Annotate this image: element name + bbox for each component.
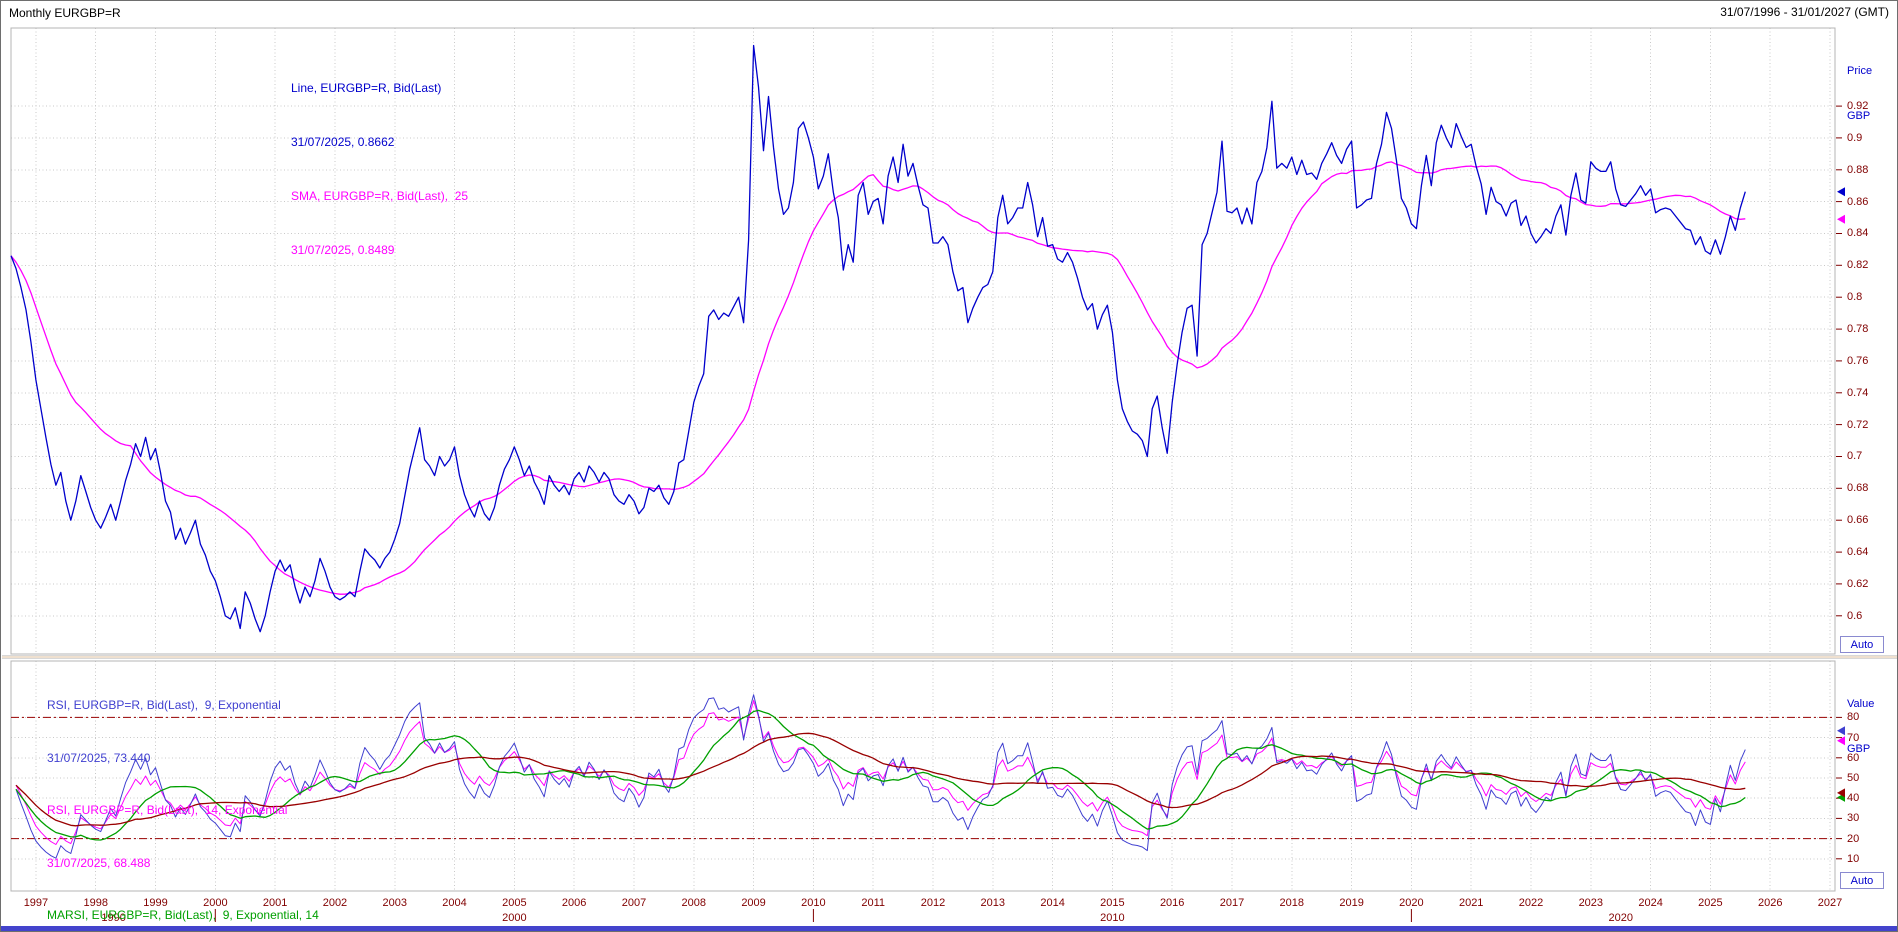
legend-sma-label: SMA, EURGBP=R, Bid(Last), 25: [291, 189, 469, 203]
legend-price-line-label: Line, EURGBP=R, Bid(Last): [291, 81, 442, 95]
price-axis-title: Price GBP: [1847, 34, 1872, 154]
value-axis-auto-button[interactable]: Auto: [1840, 872, 1884, 889]
main-pane-legend: Line, EURGBP=R, Bid(Last) 31/07/2025, 0.…: [291, 43, 468, 295]
rsi-pane-legend: RSI, EURGBP=R, Bid(Last), 9, Exponential…: [47, 662, 325, 931]
legend-rsi14-value: 31/07/2025, 68.488: [47, 855, 151, 870]
legend-rsi9-label: RSI, EURGBP=R, Bid(Last), 9, Exponential: [47, 698, 281, 712]
footer-bar: [1, 926, 1897, 931]
price-axis-auto-button[interactable]: Auto: [1840, 636, 1884, 653]
rsi-pane-border: [10, 660, 1836, 892]
marsi9-line: [15, 709, 1746, 841]
price-pane-border: [10, 27, 1836, 655]
legend-marsi9-label: MARSI, EURGBP=R, Bid(Last), 9, Exponenti…: [47, 908, 319, 922]
legend-rsi9-value: 31/07/2025, 73.440: [47, 750, 151, 765]
pane-separator[interactable]: [2, 655, 1897, 659]
price-last-marker: [1837, 187, 1845, 197]
price-axis-title-line2: GBP: [1847, 110, 1871, 122]
price-axis-title-line1: Price: [1847, 65, 1873, 77]
value-axis-title-line2: GBP: [1847, 743, 1871, 755]
rsi14-line: [15, 700, 1746, 845]
chart-title: Monthly EURGBP=R: [9, 6, 121, 20]
rsi9-last-marker: [1837, 726, 1845, 736]
legend-price-line-value: 31/07/2025, 0.8662: [291, 135, 395, 149]
marsi14-line: [15, 732, 1746, 827]
rsi14-last-marker: [1837, 736, 1845, 746]
price-line: [10, 44, 1746, 633]
marsi14-last-marker: [1837, 788, 1845, 798]
value-axis-title-line1: Value: [1847, 698, 1875, 710]
legend-sma-value: 31/07/2025, 0.8489: [291, 243, 395, 257]
date-range-label: 31/07/1996 - 31/01/2027 (GMT): [1720, 5, 1889, 19]
sma-last-marker: [1837, 214, 1845, 224]
legend-rsi14-label: RSI, EURGBP=R, Bid(Last), 14, Exponentia…: [47, 803, 288, 817]
value-axis-title: Value GBP: [1847, 667, 1874, 787]
sma-line: [10, 161, 1746, 595]
